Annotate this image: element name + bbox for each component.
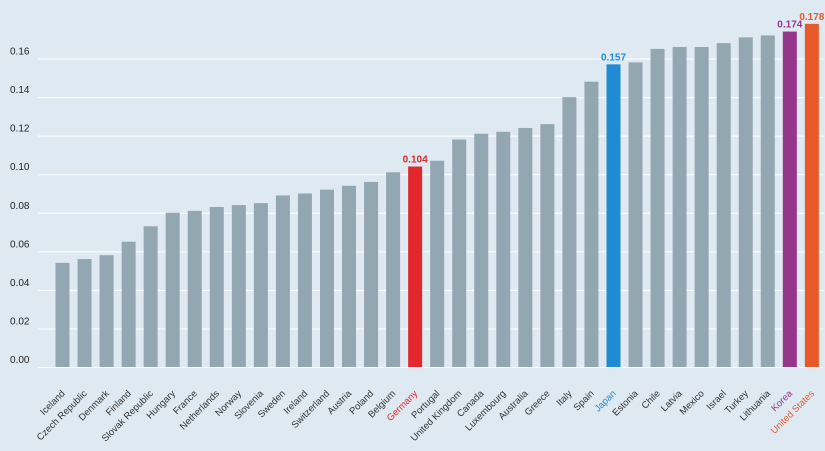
y-tick-label: 0.14 [10, 85, 30, 96]
data-label-united-states: 0.178 [799, 12, 824, 23]
category-label-spain: Spain [572, 388, 597, 413]
data-label-korea: 0.174 [777, 20, 802, 31]
y-tick-label: 0.08 [10, 201, 30, 212]
bar-turkey [738, 37, 753, 367]
bars [55, 23, 819, 368]
bar-iceland [55, 262, 70, 367]
bar-denmark [99, 255, 114, 367]
bar-korea [782, 31, 797, 368]
y-tick-label: 0.10 [10, 162, 30, 173]
bar-canada [474, 133, 489, 367]
bar-united-kingdom [452, 139, 467, 367]
bar-mexico [694, 46, 709, 367]
category-label-chile: Chile [640, 388, 663, 411]
bar-netherlands [209, 206, 224, 367]
bar-lithuania [760, 35, 775, 368]
bar-australia [518, 127, 533, 367]
bar-united-states [804, 23, 819, 367]
category-label-greece: Greece [523, 388, 553, 418]
bar-luxembourg [496, 131, 511, 367]
data-label-germany: 0.104 [403, 155, 428, 166]
bar-israel [716, 43, 731, 368]
bar-czech-republic [77, 259, 92, 367]
bar-germany [408, 166, 423, 367]
bar-sweden [275, 195, 290, 367]
y-tick-label: 0.00 [10, 355, 30, 366]
y-tick-label: 0.16 [10, 47, 30, 58]
bar-chile [650, 48, 665, 368]
y-tick-label: 0.12 [10, 124, 30, 135]
bar-switzerland [319, 189, 334, 367]
bar-latvia [672, 46, 687, 367]
y-tick-label: 0.06 [10, 239, 30, 250]
bar-poland [364, 181, 379, 367]
bar-spain [584, 81, 599, 367]
category-label-mexico: Mexico [678, 388, 707, 417]
data-label-japan: 0.157 [601, 52, 626, 63]
bar-france [187, 210, 202, 367]
bar-japan [606, 64, 621, 367]
bar-portugal [430, 160, 445, 367]
bar-hungary [165, 212, 180, 367]
bar-norway [231, 205, 246, 367]
bar-ireland [297, 193, 312, 367]
bar-slovak-republic [143, 226, 158, 367]
y-tick-label: 0.02 [10, 316, 30, 327]
category-label-estonia: Estonia [610, 388, 641, 419]
bar-italy [562, 97, 577, 367]
bar-estonia [628, 62, 643, 368]
y-tick-label: 0.04 [10, 278, 30, 289]
y-axis-ticks: 0.00 0.02 0.04 0.06 0.08 0.10 0.12 0.14 0.16 [10, 47, 30, 366]
bar-slovenia [253, 203, 268, 367]
bar-austria [342, 185, 357, 367]
bar-finland [121, 241, 136, 367]
bar-greece [540, 124, 555, 367]
bar-belgium [386, 172, 401, 367]
